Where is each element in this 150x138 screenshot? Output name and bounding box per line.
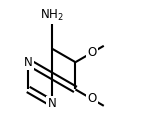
Text: N: N [47, 97, 56, 110]
Text: O: O [87, 46, 97, 59]
Text: NH$_2$: NH$_2$ [40, 8, 64, 23]
Text: O: O [87, 92, 97, 105]
Text: N: N [24, 56, 33, 69]
